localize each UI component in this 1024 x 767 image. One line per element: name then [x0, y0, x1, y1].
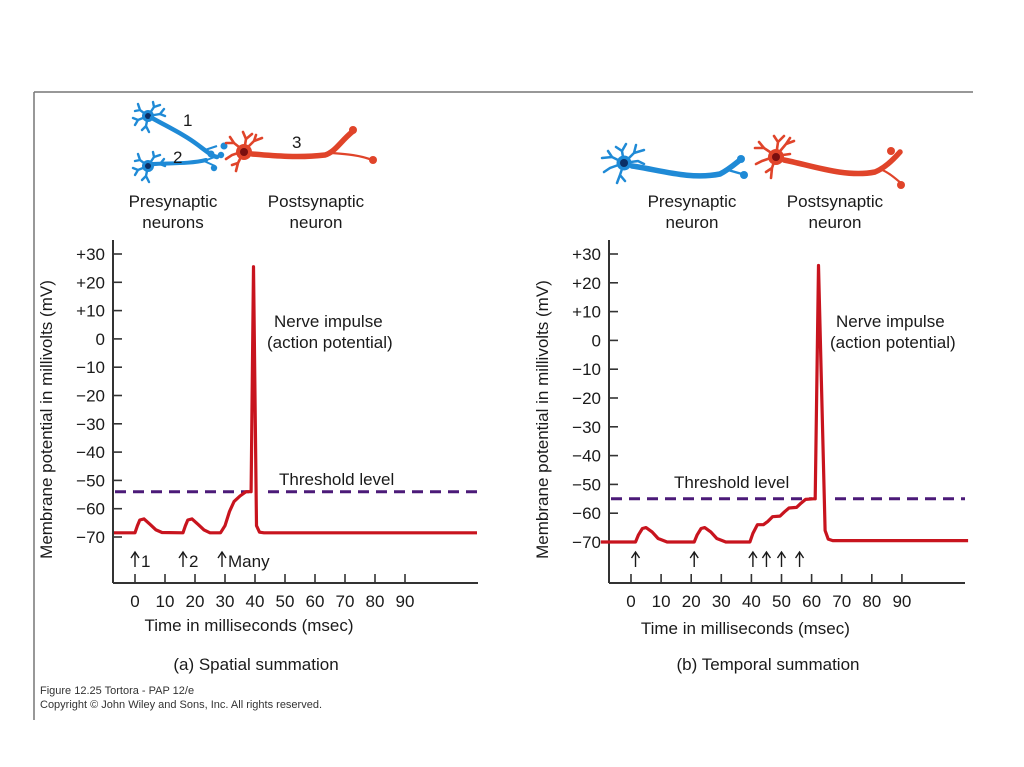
y-tick-label: −60: [572, 504, 601, 523]
x-tick-label: 40: [246, 592, 265, 611]
stimulus-arrow-icon: [776, 550, 787, 567]
x-tick-label: 40: [742, 592, 761, 611]
y-tick-label: 0: [96, 330, 105, 349]
presynaptic-neuron-illustration: [600, 142, 748, 185]
panel-b-caption: (b) Temporal summation: [677, 655, 860, 674]
y-tick-label: +30: [76, 245, 105, 264]
y-tick-label: −20: [572, 389, 601, 408]
stimulus-arrow-icon: [130, 550, 140, 567]
x-tick-label: 20: [682, 592, 701, 611]
x-tick-label: 0: [626, 592, 635, 611]
y-tick-label: −10: [572, 360, 601, 379]
x-axis-ticks: 0 10 20 30 40 50 60 70 80 90: [130, 574, 414, 611]
y-tick-label: +10: [572, 303, 601, 322]
postsynaptic-label-line1: Postsynaptic: [268, 192, 365, 211]
chart-temporal-summation: +30 +20 +10 0 −10 −20 −30 −40 −50 −60 −70 0 10 20 30 4…: [533, 240, 969, 674]
y-tick-label: +30: [572, 245, 601, 264]
neuron-number-1: 1: [183, 111, 192, 130]
presynaptic-neuron-1-illustration: [131, 100, 228, 160]
y-tick-label: +20: [572, 274, 601, 293]
membrane-potential-trace: [114, 265, 477, 535]
y-tick-label: −50: [76, 471, 105, 490]
y-axis-title: Membrane potential in millivolts (mV): [37, 280, 56, 559]
x-tick-label: 70: [832, 592, 851, 611]
x-tick-label: 70: [336, 592, 355, 611]
postsynaptic-label-line2: neuron: [290, 213, 343, 232]
y-tick-label: −70: [572, 533, 601, 552]
x-tick-label: 50: [276, 592, 295, 611]
threshold-annotation: Threshold level: [279, 470, 394, 489]
presynaptic-label-line2: neurons: [142, 213, 203, 232]
x-tick-label: 30: [216, 592, 235, 611]
y-tick-label: −40: [76, 443, 105, 462]
x-tick-label: 0: [130, 592, 139, 611]
x-tick-label: 80: [366, 592, 385, 611]
y-tick-label: −60: [76, 500, 105, 519]
stimulus-arrow-icon: [178, 550, 188, 567]
y-tick-label: 0: [592, 331, 601, 350]
stimulus-label: Many: [228, 552, 270, 571]
x-tick-label: 60: [802, 592, 821, 611]
y-axis-title: Membrane potential in millivolts (mV): [533, 280, 552, 559]
stimulus-arrow-icon: [630, 550, 641, 567]
figure-credit-line: Figure 12.25 Tortora - PAP 12/e: [40, 685, 195, 697]
neuron-number-3: 3: [292, 133, 301, 152]
y-tick-label: −10: [76, 358, 105, 377]
threshold-annotation: Threshold level: [674, 473, 789, 492]
copyright-line: Copyright © John Wiley and Sons, Inc. Al…: [40, 699, 323, 711]
postsynaptic-neuron-illustration: [224, 126, 377, 173]
x-tick-label: 80: [862, 592, 881, 611]
x-tick-label: 10: [652, 592, 671, 611]
postsynaptic-label-b-line2: neuron: [809, 213, 862, 232]
stimulus-arrows: [630, 550, 805, 567]
x-tick-label: 30: [712, 592, 731, 611]
panel-a-caption: (a) Spatial summation: [173, 655, 338, 674]
y-tick-label: −70: [76, 528, 105, 547]
stimulus-label: 1: [141, 552, 150, 571]
nerve-impulse-annotation-line2: (action potential): [267, 333, 393, 352]
stimulus-arrow-icon: [761, 550, 772, 567]
y-tick-label: +20: [76, 273, 105, 292]
y-axis-ticks: +30 +20 +10 0 −10 −20 −30 −40 −50 −60 −70: [572, 245, 618, 552]
stimulus-arrow-icon: [794, 550, 805, 567]
x-axis-title: Time in milliseconds (msec): [144, 616, 353, 635]
x-tick-label: 20: [186, 592, 205, 611]
y-tick-label: −40: [572, 447, 601, 466]
x-tick-label: 90: [892, 592, 911, 611]
presynaptic-neuron-2-illustration: [131, 150, 225, 184]
x-tick-label: 90: [396, 592, 415, 611]
x-tick-label: 50: [772, 592, 791, 611]
stimulus-arrow-icon: [689, 550, 699, 567]
y-tick-label: −30: [572, 418, 601, 437]
membrane-potential-trace: [600, 263, 969, 544]
presynaptic-label-b-line2: neuron: [666, 213, 719, 232]
nerve-impulse-annotation-line1: Nerve impulse: [836, 312, 945, 331]
panel-a-neuron-diagram: 1 2 3 Presynaptic neurons Postsynaptic n…: [129, 100, 377, 232]
presynaptic-label-b-line1: Presynaptic: [648, 192, 737, 211]
postsynaptic-neuron-illustration-b: [753, 134, 905, 189]
postsynaptic-label-b-line1: Postsynaptic: [787, 192, 884, 211]
panel-b-neuron-diagram: Presynaptic neuron Postsynaptic neuron: [600, 134, 905, 232]
stimulus-arrow-icon: [748, 550, 758, 567]
y-tick-label: −20: [76, 387, 105, 406]
y-axis-ticks: +30 +20 +10 0 −10 −20 −30 −40 −50 −60 −70: [76, 245, 122, 547]
stimulus-arrow-icon: [217, 550, 227, 567]
x-tick-label: 10: [156, 592, 175, 611]
nerve-impulse-annotation-line2: (action potential): [830, 333, 956, 352]
y-tick-label: −30: [76, 415, 105, 434]
presynaptic-label-line1: Presynaptic: [129, 192, 218, 211]
x-axis-ticks: 0 10 20 30 40 50 60 70 80 90: [626, 574, 911, 611]
stimulus-arrows: 1 2 Many: [130, 550, 270, 571]
neuron-number-2: 2: [173, 148, 182, 167]
stimulus-label: 2: [189, 552, 198, 571]
x-tick-label: 60: [306, 592, 325, 611]
x-axis-title: Time in milliseconds (msec): [641, 619, 850, 638]
nerve-impulse-annotation-line1: Nerve impulse: [274, 312, 383, 331]
y-tick-label: +10: [76, 302, 105, 321]
chart-spatial-summation: +30 +20 +10 0 −10 −20 −30 −40 −50 −60 −70 0 10 20 30 4…: [37, 240, 478, 674]
y-tick-label: −50: [572, 475, 601, 494]
